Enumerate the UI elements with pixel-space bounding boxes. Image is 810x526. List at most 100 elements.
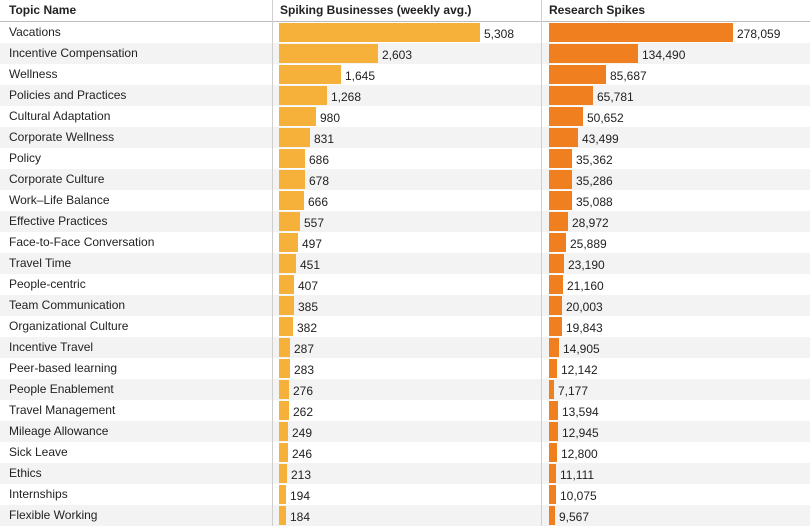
- table-row[interactable]: [0, 148, 810, 169]
- header-topic-name[interactable]: Topic Name: [9, 3, 77, 17]
- topic-name: Policy: [9, 151, 42, 165]
- research-value-label: 278,059: [737, 27, 781, 41]
- businesses-bar: [279, 44, 378, 63]
- businesses-bar: [279, 380, 289, 399]
- topic-name: Policies and Practices: [9, 88, 127, 102]
- research-value-label: 65,781: [597, 90, 634, 104]
- businesses-value-label: 249: [292, 426, 313, 440]
- topic-name: Face-to-Face Conversation: [9, 235, 155, 249]
- businesses-bar: [279, 338, 290, 357]
- topic-name: Corporate Culture: [9, 172, 105, 186]
- businesses-bar: [279, 443, 288, 462]
- businesses-value-label: 831: [314, 132, 335, 146]
- topic-name: Sick Leave: [9, 445, 68, 459]
- businesses-value-label: 194: [290, 489, 311, 503]
- topic-name: People-centric: [9, 277, 86, 291]
- topic-name: Incentive Travel: [9, 340, 94, 354]
- table-row[interactable]: [0, 442, 810, 463]
- table-row[interactable]: [0, 106, 810, 127]
- table-row[interactable]: [0, 127, 810, 148]
- businesses-value-label: 382: [297, 321, 318, 335]
- topic-name: Travel Time: [9, 256, 72, 270]
- businesses-value-label: 276: [293, 384, 314, 398]
- research-value-label: 7,177: [558, 384, 589, 398]
- businesses-bar: [279, 275, 294, 294]
- table-row[interactable]: [0, 295, 810, 316]
- businesses-value-label: 678: [309, 174, 330, 188]
- research-bar: [549, 191, 572, 210]
- research-value-label: 10,075: [560, 489, 597, 503]
- column-divider-2: [541, 0, 542, 526]
- businesses-value-label: 262: [293, 405, 314, 419]
- topic-name: Ethics: [9, 466, 42, 480]
- research-bar: [549, 506, 555, 525]
- research-value-label: 12,800: [561, 447, 598, 461]
- research-value-label: 25,889: [570, 237, 607, 251]
- research-bar: [549, 170, 572, 189]
- research-bar: [549, 233, 566, 252]
- businesses-bar: [279, 422, 288, 441]
- research-bar: [549, 149, 572, 168]
- research-value-label: 11,111: [560, 468, 595, 482]
- table-row[interactable]: [0, 211, 810, 232]
- research-bar: [549, 44, 638, 63]
- businesses-value-label: 666: [308, 195, 329, 209]
- table-row[interactable]: [0, 64, 810, 85]
- header-underline: [0, 21, 810, 22]
- table-row[interactable]: [0, 379, 810, 400]
- research-value-label: 85,687: [610, 69, 647, 83]
- topic-name: Work–Life Balance: [9, 193, 110, 207]
- table-row[interactable]: [0, 505, 810, 526]
- research-bar: [549, 338, 559, 357]
- topic-name: Incentive Compensation: [9, 46, 138, 60]
- topic-name: Internships: [9, 487, 68, 501]
- table-row[interactable]: [0, 463, 810, 484]
- table-row[interactable]: [0, 169, 810, 190]
- topic-name: Flexible Working: [9, 508, 98, 522]
- research-value-label: 12,142: [561, 363, 598, 377]
- topic-name: Cultural Adaptation: [9, 109, 111, 123]
- topic-name: Travel Management: [9, 403, 116, 417]
- businesses-value-label: 557: [304, 216, 325, 230]
- research-value-label: 50,652: [587, 111, 624, 125]
- businesses-value-label: 451: [300, 258, 321, 272]
- businesses-bar: [279, 170, 305, 189]
- businesses-value-label: 980: [320, 111, 341, 125]
- table-row[interactable]: [0, 358, 810, 379]
- research-bar: [549, 212, 568, 231]
- table-row[interactable]: [0, 190, 810, 211]
- businesses-bar: [279, 149, 305, 168]
- businesses-bar: [279, 212, 300, 231]
- table-row[interactable]: [0, 400, 810, 421]
- businesses-bar: [279, 86, 327, 105]
- table-row[interactable]: [0, 421, 810, 442]
- research-bar: [549, 275, 563, 294]
- businesses-bar: [279, 359, 290, 378]
- businesses-bar: [279, 506, 286, 525]
- research-bar: [549, 359, 557, 378]
- topic-name: Team Communication: [9, 298, 126, 312]
- table-row[interactable]: [0, 337, 810, 358]
- header-spiking-businesses[interactable]: Spiking Businesses (weekly avg.): [280, 3, 472, 17]
- topic-name: Wellness: [9, 67, 58, 81]
- table-row[interactable]: [0, 253, 810, 274]
- businesses-bar: [279, 464, 287, 483]
- research-value-label: 134,490: [642, 48, 686, 62]
- businesses-value-label: 385: [298, 300, 319, 314]
- table-row[interactable]: [0, 484, 810, 505]
- topic-name: Corporate Wellness: [9, 130, 115, 144]
- research-bar: [549, 296, 562, 315]
- research-value-label: 9,567: [559, 510, 590, 524]
- topic-name: Vacations: [9, 25, 61, 39]
- research-value-label: 20,003: [566, 300, 603, 314]
- research-bar: [549, 65, 606, 84]
- research-bar: [549, 107, 583, 126]
- businesses-bar: [279, 65, 341, 84]
- header-research-spikes[interactable]: Research Spikes: [549, 3, 646, 17]
- topic-name: Effective Practices: [9, 214, 108, 228]
- businesses-value-label: 184: [290, 510, 311, 524]
- table-row[interactable]: [0, 274, 810, 295]
- research-value-label: 21,160: [567, 279, 604, 293]
- table-row[interactable]: [0, 85, 810, 106]
- topic-name: Peer-based learning: [9, 361, 118, 375]
